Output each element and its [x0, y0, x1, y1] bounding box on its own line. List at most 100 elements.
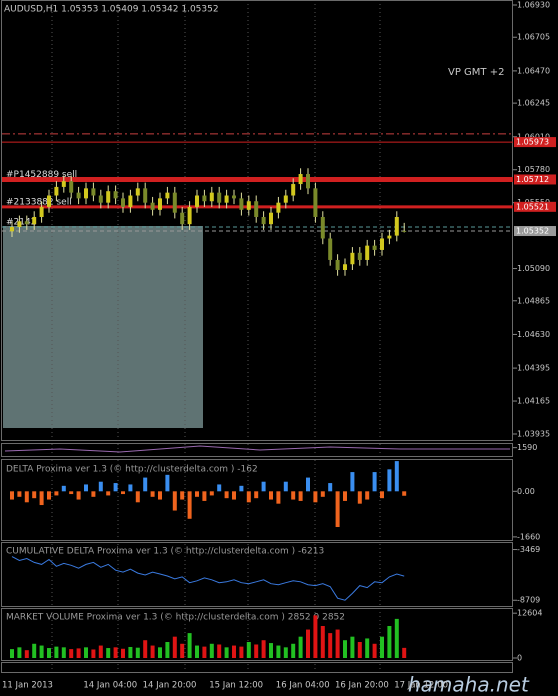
volume-bar [372, 643, 377, 658]
volume-bar [306, 629, 310, 658]
volume-bar [343, 640, 347, 658]
volume-bar [165, 642, 170, 658]
volume-bar [187, 633, 192, 658]
y-tick-label: 1.06470 [517, 66, 550, 75]
delta-bar [32, 491, 37, 499]
y-tick-label: -8709 [517, 596, 540, 605]
profile-block [3, 226, 203, 428]
candle-body [165, 192, 170, 199]
oscillator-line [4, 445, 510, 453]
volume-bar [98, 645, 103, 658]
delta-bar [98, 481, 103, 492]
volume-bar [402, 647, 407, 658]
volume-bar [69, 649, 74, 658]
candle-body [172, 192, 177, 213]
volume-bar [150, 645, 155, 658]
volume-bar [91, 649, 96, 658]
volume-bar [121, 648, 125, 658]
volume-bar [202, 646, 207, 658]
delta-bar [202, 491, 207, 501]
level-box [514, 174, 556, 185]
volume-bar [180, 643, 185, 658]
candle-body [180, 212, 185, 225]
delta-bar [113, 483, 118, 492]
x-tick-label: 14 Jan 20:00 [143, 681, 197, 691]
volume-bar [269, 643, 273, 658]
candle-body [246, 201, 251, 210]
volume-bar [172, 636, 177, 658]
delta-bar [54, 491, 59, 496]
candle-body [239, 198, 244, 210]
delta-bar [313, 491, 318, 503]
order-label: #P1452889 sell [6, 170, 77, 180]
volume-bar [261, 640, 266, 658]
delta-bar [69, 491, 74, 495]
y-tick-label: 1.05780 [517, 165, 550, 174]
watermark: hamaha.net [408, 673, 530, 696]
volume-bar [254, 644, 259, 658]
volume-bar [357, 642, 362, 658]
candle-body [10, 227, 14, 232]
volume-bar [217, 644, 222, 658]
delta-bar [24, 491, 29, 503]
delta-bar [343, 491, 347, 501]
delta-bar [365, 491, 370, 500]
delta-bar [402, 491, 407, 496]
volume-bar [365, 638, 370, 658]
delta-bar [195, 491, 199, 497]
delta-bar [180, 491, 185, 500]
day-separators [51, 0, 381, 672]
candle-body [202, 195, 207, 202]
y-tick-label: 1.04630 [517, 330, 550, 339]
volume-bar [335, 629, 340, 658]
candle-body [217, 192, 222, 203]
volume-bar [84, 647, 88, 658]
delta-bar [239, 485, 244, 492]
candle-body [106, 191, 111, 203]
delta-bar [350, 472, 355, 492]
delta-bar [76, 491, 81, 500]
panel-title: CUMULATIVE DELTA Proxima ver 1.3 (© http… [6, 547, 324, 557]
candle-body [24, 221, 29, 225]
candle-body [76, 192, 81, 199]
candle-body [32, 216, 37, 225]
delta-bar [291, 491, 296, 500]
x-tick-label: 16 Jan 20:00 [335, 681, 389, 691]
y-tick-label: 1.06010 [517, 132, 550, 141]
delta-bar [121, 491, 125, 495]
candle-body [365, 245, 370, 260]
cumulative-line [11, 556, 405, 601]
level-label: 1.05352 [516, 227, 549, 236]
y-tick-label: 1.05090 [517, 264, 550, 273]
volume-bar [291, 643, 296, 658]
delta-bar [106, 491, 111, 496]
vp-label: VP GMT +2 [448, 67, 504, 78]
delta-bar [254, 491, 259, 499]
volume-bar [10, 649, 14, 658]
y-tick-label: 0 [517, 654, 522, 663]
y-tick-label: 1.04865 [517, 296, 550, 305]
volume-bar [113, 647, 118, 658]
volume-bar [232, 645, 236, 658]
candle-body [98, 195, 103, 203]
candle-body [343, 264, 347, 270]
volume-bar [24, 650, 29, 658]
candle-body [320, 216, 325, 239]
y-tick-label: 1.03935 [517, 429, 550, 438]
candle-body [261, 216, 266, 225]
delta-bar [172, 491, 177, 511]
candle-body [335, 259, 340, 270]
delta-bar [17, 491, 22, 497]
candle-body [402, 230, 407, 232]
candle-body [224, 195, 229, 203]
volume-bar [39, 645, 44, 658]
y-tick-label: 1.06930 [517, 1, 550, 10]
y-tick-label: -3469 [517, 545, 540, 554]
candle-body [91, 188, 96, 196]
delta-bar [187, 491, 192, 519]
volume-bar [283, 647, 288, 658]
volume-bar [54, 646, 59, 658]
volume-bar [320, 626, 325, 658]
delta-bar [232, 491, 236, 500]
delta-bar [10, 491, 14, 500]
